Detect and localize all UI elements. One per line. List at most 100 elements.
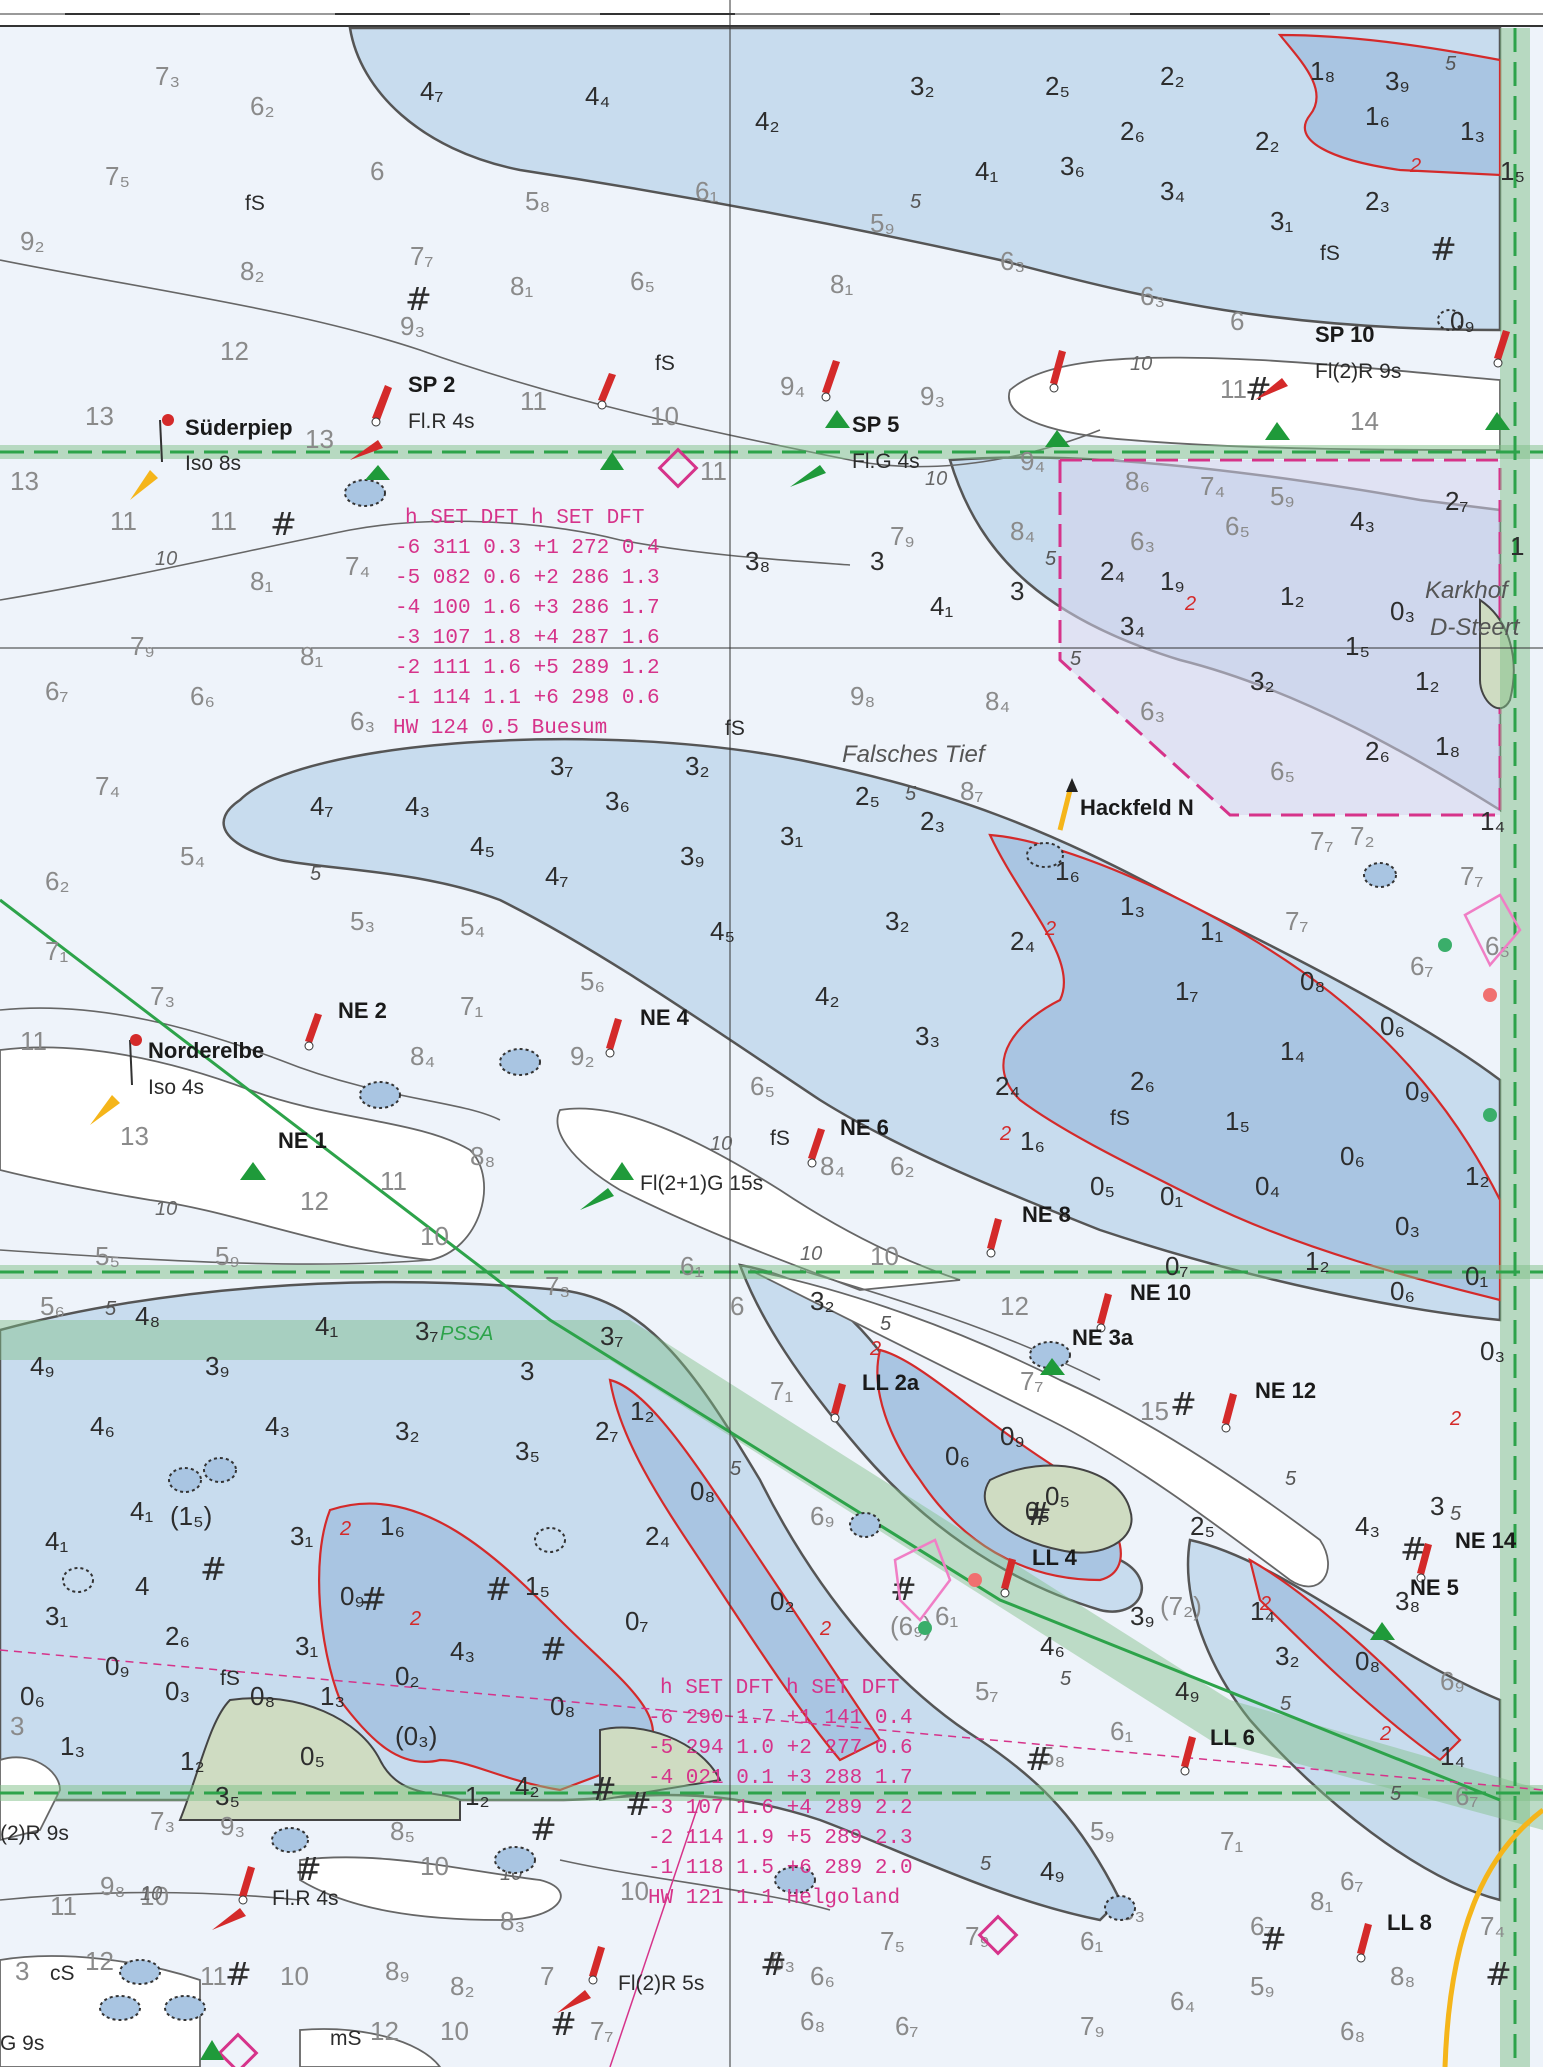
svg-text:-1 118 1.5 +6 289 2.0: -1 118 1.5 +6 289 2.0 [648,1857,913,1880]
svg-text:6₃: 6₃ [1130,526,1155,556]
svg-text:0₈: 0₈ [690,1476,715,1506]
label-sp5: SP 5 [852,412,899,437]
svg-text:8₄: 8₄ [410,1041,435,1071]
svg-text:-5 294 1.0 +2 277 0.6: -5 294 1.0 +2 277 0.6 [648,1737,913,1760]
place-karkhof: Karkhof [1425,577,1510,604]
red-buoy-ll2a [830,1383,846,1423]
label-fl-r-4s: Fl.R 4s [272,1887,339,1910]
svg-text:1₆: 1₆ [380,1511,405,1541]
svg-text:14: 14 [1350,406,1379,436]
svg-text:7₃: 7₃ [150,981,175,1011]
svg-text:8₅: 8₅ [390,1816,415,1846]
svg-text:1₁: 1₁ [1200,916,1223,946]
svg-text:8₆: 8₆ [1125,466,1150,496]
svg-text:h SET DFT h SET DFT: h SET DFT h SET DFT [405,507,644,530]
svg-text:-2 114 1.9 +5 289 2.3: -2 114 1.9 +5 289 2.3 [648,1827,913,1850]
svg-text:8₂: 8₂ [240,256,265,286]
svg-text:5: 5 [1045,548,1057,570]
svg-text:9₃: 9₃ [220,1811,245,1841]
label-suderpiep: Süderpiep [185,415,293,440]
svg-text:6₁: 6₁ [680,1251,703,1281]
svg-text:6₃: 6₃ [1140,281,1165,311]
sandbanks [0,356,1501,2067]
svg-text:7₅: 7₅ [105,161,130,191]
svg-text:3₁: 3₁ [1270,206,1293,236]
svg-text:0₂: 0₂ [770,1586,795,1616]
svg-text:8₄: 8₄ [985,686,1010,716]
svg-text:5₈: 5₈ [525,186,550,216]
label-ne14: NE 14 [1455,1528,1517,1553]
svg-text:HW 124 0.5 Buesum: HW 124 0.5 Buesum [393,717,607,740]
svg-text:10: 10 [800,1243,822,1265]
svg-text:4₇: 4₇ [310,791,333,821]
svg-text:10: 10 [280,1961,309,1991]
svg-text:12: 12 [370,2016,399,2046]
svg-text:0₇: 0₇ [1165,1251,1188,1281]
svg-text:11: 11 [520,386,547,416]
svg-text:8₃: 8₃ [500,1906,525,1936]
svg-text:10: 10 [1130,353,1152,375]
red-buoy-ne10 [1096,1293,1112,1333]
label-g-9s: G 9s [0,2032,44,2055]
svg-text:0₃: 0₃ [1480,1336,1505,1366]
svg-text:8₁: 8₁ [510,271,533,301]
label-ne1: NE 1 [278,1128,327,1153]
svg-text:-5 082 0.6 +2 286 1.3: -5 082 0.6 +2 286 1.3 [395,567,660,590]
svg-text:5₄: 5₄ [180,841,205,871]
svg-text:1₆: 1₆ [1365,101,1390,131]
svg-text:1₃: 1₃ [1120,891,1145,921]
svg-text:5: 5 [980,1853,992,1875]
svg-text:-2 111 1.6 +5 289 1.2: -2 111 1.6 +5 289 1.2 [395,657,660,680]
svg-text:9₄: 9₄ [1020,446,1045,476]
svg-text:2: 2 [1409,155,1421,177]
svg-text:5₄: 5₄ [460,911,485,941]
svg-text:3: 3 [870,546,884,576]
svg-text:5₉: 5₉ [1090,1816,1115,1846]
svg-text:1₄: 1₄ [1480,806,1505,836]
svg-text:0₇: 0₇ [625,1606,648,1636]
svg-text:7₄: 7₄ [95,771,120,801]
svg-text:5₉: 5₉ [215,1241,240,1271]
svg-text:3₂: 3₂ [885,906,910,936]
svg-text:6₅: 6₅ [630,266,655,296]
svg-text:7₉: 7₉ [130,631,155,661]
svg-text:1₈: 1₈ [1310,56,1335,86]
svg-text:4₅: 4₅ [710,916,735,946]
svg-text:4: 4 [135,1571,149,1601]
svg-text:10: 10 [870,1241,899,1271]
svg-text:13: 13 [120,1121,149,1151]
svg-text:3₅: 3₅ [215,1781,240,1811]
svg-text:3₇: 3₇ [550,751,573,781]
svg-text:6₆: 6₆ [190,681,215,711]
svg-text:#: # [625,1785,652,1823]
svg-text:3₁: 3₁ [45,1601,68,1631]
svg-text:1₈: 1₈ [1435,731,1460,761]
svg-text:-3 107 1.6 +4 289 2.2: -3 107 1.6 +4 289 2.2 [648,1797,913,1820]
svg-text:#: # [530,1810,557,1848]
svg-text:4₃: 4₃ [265,1411,290,1441]
svg-text:10: 10 [420,1851,449,1881]
svg-text:6₇: 6₇ [1340,1866,1363,1896]
svg-text:5: 5 [310,863,322,885]
svg-text:4₁: 4₁ [975,156,998,186]
svg-text:2₄: 2₄ [1100,556,1125,586]
label-ll8: LL 8 [1387,1910,1432,1935]
svg-text:6₁: 6₁ [1080,1926,1103,1956]
svg-text:3₉: 3₉ [1130,1601,1155,1631]
svg-text:6₁: 6₁ [1110,1716,1133,1746]
svg-text:4₂: 4₂ [815,981,840,1011]
svg-text:#: # [540,1630,567,1668]
svg-text:6₅: 6₅ [1225,511,1250,541]
svg-text:0₃: 0₃ [165,1676,190,1706]
svg-text:#: # [360,1580,387,1618]
svg-text:5: 5 [1450,1503,1462,1525]
label-ll4: LL 4 [1032,1545,1078,1570]
svg-text:0₄: 0₄ [1255,1171,1280,1201]
svg-text:7₄: 7₄ [345,551,370,581]
svg-text:5: 5 [1285,1468,1297,1490]
svg-text:13: 13 [85,401,114,431]
svg-text:10: 10 [620,1876,649,1906]
svg-text:6: 6 [730,1291,744,1321]
svg-text:5: 5 [910,191,922,213]
